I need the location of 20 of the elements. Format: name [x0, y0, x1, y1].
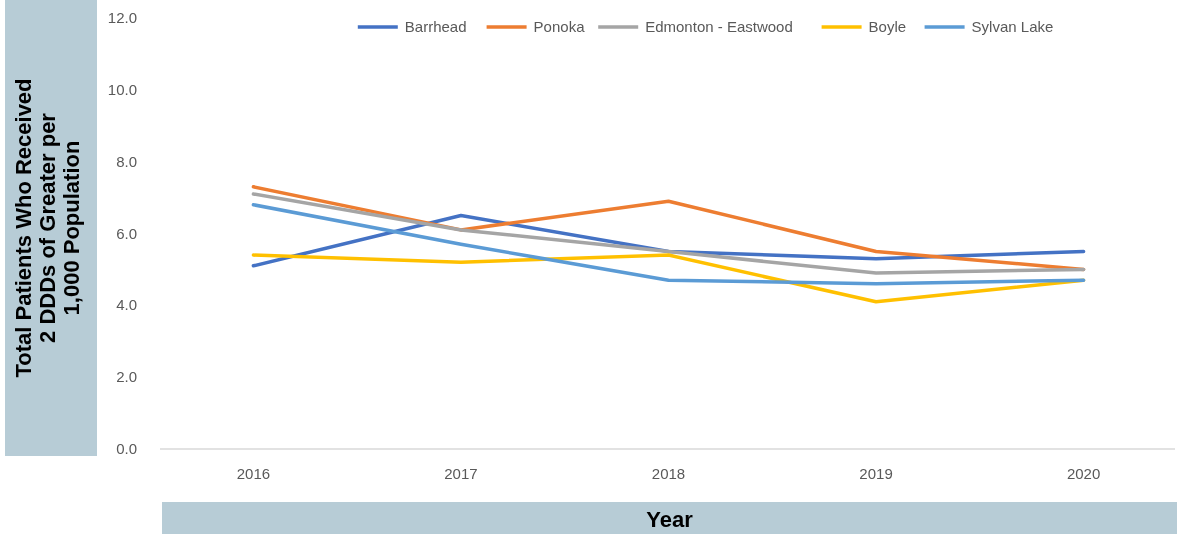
- x-tick-label: 2019: [859, 465, 893, 482]
- x-tick-label: 2016: [236, 465, 271, 482]
- y-tick-label: 6.0: [116, 224, 137, 242]
- legend-label: Ponoka: [533, 18, 586, 35]
- legend-label: Barrhead: [404, 18, 467, 35]
- y-tick-label: 0.0: [116, 440, 137, 457]
- y-tick-label: 12.0: [107, 9, 137, 26]
- line-series: [251, 203, 1086, 286]
- x-tick-label: 2018: [651, 465, 686, 482]
- x-axis-title: Year: [646, 507, 694, 532]
- x-tick-label: 2017: [444, 465, 478, 482]
- y-tick-label: 4.0: [116, 296, 137, 314]
- legend-label: Edmonton - Eastwood: [645, 18, 793, 35]
- y-tick-label: 10.0: [107, 80, 137, 98]
- legend-label: Sylvan Lake: [971, 18, 1054, 35]
- y-axis-title: Total Patients Who Received 2 DDDs of Greater per 1,000 Population: [11, 78, 84, 378]
- x-tick-label: 2020: [1066, 465, 1101, 482]
- y-tick-label: 8.0: [116, 152, 137, 170]
- legend-label: Boyle: [868, 18, 907, 35]
- y-tick-label: 2.0: [116, 368, 137, 386]
